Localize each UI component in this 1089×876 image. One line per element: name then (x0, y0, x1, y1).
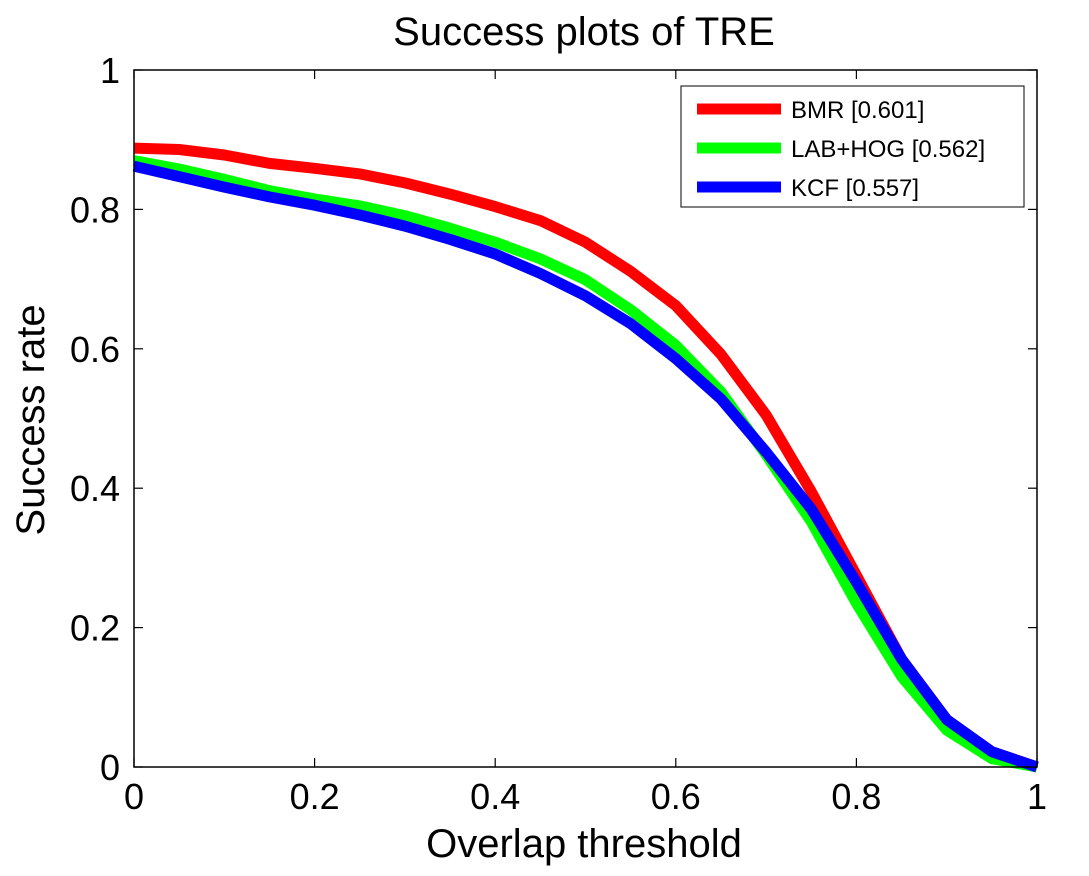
y-tick-label: 0.4 (70, 468, 120, 509)
x-tick-label: 0.6 (651, 776, 701, 817)
x-tick-label: 0.2 (290, 776, 340, 817)
y-tick-label: 1 (100, 50, 120, 91)
x-axis-label: Overlap threshold (426, 822, 742, 866)
x-tick-label: 0.4 (470, 776, 520, 817)
y-tick-label: 0.2 (70, 608, 120, 649)
legend-label-2: LAB+HOG [0.562] (791, 136, 985, 163)
x-tick-label: 0 (124, 776, 144, 817)
chart-title: Success plots of TRE (393, 10, 775, 54)
legend-label-3: KCF [0.557] (791, 175, 919, 202)
x-tick-label: 1 (1027, 776, 1047, 817)
y-tick-label: 0.6 (70, 329, 120, 370)
plot-frame (133, 69, 1038, 768)
legend-label-1: BMR [0.601] (791, 97, 924, 124)
legend: BMR [0.601] LAB+HOG [0.562] KCF [0.557] (680, 85, 1025, 208)
y-axis-label: Success rate (9, 304, 53, 535)
x-tick-label: 0.8 (831, 776, 881, 817)
series-line-2 (132, 155, 1039, 773)
series-line-3 (132, 160, 1039, 773)
y-tick-label: 0 (100, 747, 120, 788)
series-lines (132, 142, 1039, 773)
y-tick-label: 0.8 (70, 189, 120, 230)
axis-tick-labels: 0 0.2 0.4 0.6 0.8 1 0 0.2 0.4 0.6 0.8 1 (70, 50, 1047, 817)
